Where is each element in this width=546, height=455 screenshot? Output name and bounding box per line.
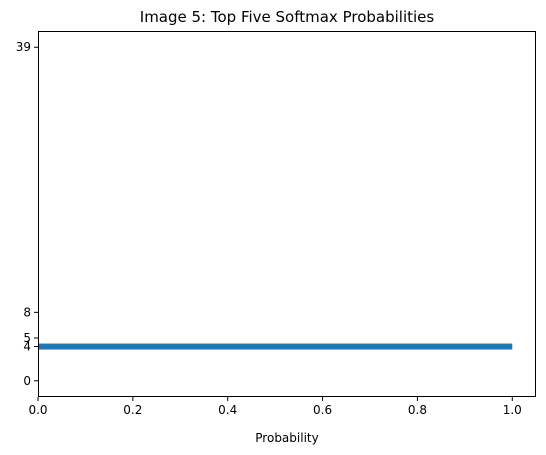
x-tick-label: 0.6 <box>313 403 332 417</box>
x-tick-label: 0.2 <box>123 403 142 417</box>
x-tick-label: 0.0 <box>28 403 47 417</box>
y-tick-label: 39 <box>16 40 31 54</box>
bar-4 <box>38 343 513 350</box>
y-tick-label: 0 <box>23 374 31 388</box>
y-axis: 0 45 8 39 <box>16 40 38 388</box>
x-tick-label: 0.8 <box>408 403 427 417</box>
x-tick-label: 0.4 <box>218 403 237 417</box>
x-axis-label: Probability <box>255 431 318 445</box>
y-tick-label: 4 <box>23 340 31 354</box>
y-tick-label: 5 <box>23 331 31 345</box>
x-tick-label: 1.0 <box>503 403 522 417</box>
chart-title: Image 5: Top Five Softmax Probabilities <box>140 8 435 26</box>
bars-group <box>38 343 513 350</box>
plot-area <box>38 31 536 397</box>
x-axis: 0.0 0.2 0.4 0.6 0.8 1.0 <box>28 397 522 417</box>
y-tick-label: 8 <box>23 305 31 319</box>
